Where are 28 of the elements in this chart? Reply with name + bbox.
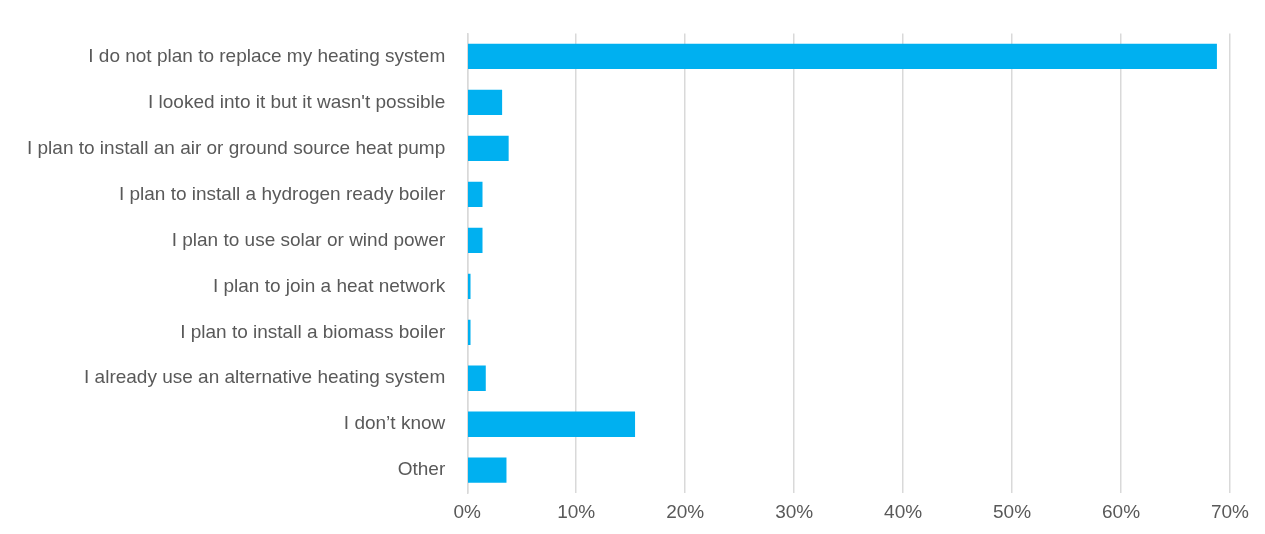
bar xyxy=(468,365,486,391)
y-tick-label: Other xyxy=(397,458,446,480)
y-tick-label: I plan to use solar or wind power xyxy=(171,228,446,250)
bar xyxy=(468,457,507,483)
y-tick-label: I do not plan to replace my heating system xyxy=(88,44,446,66)
x-tick-label: 20% xyxy=(666,500,705,522)
bar xyxy=(468,181,483,207)
y-tick-label: I already use an alternative heating system xyxy=(84,366,446,388)
bar xyxy=(468,89,503,116)
y-tick-label: I looked into it but it wasn't possible xyxy=(148,90,446,112)
x-tick-label: 10% xyxy=(557,500,596,522)
bar xyxy=(468,273,471,299)
bar xyxy=(468,411,636,437)
x-tick-label: 40% xyxy=(884,500,923,522)
y-tick-label: I don’t know xyxy=(343,412,446,434)
x-tick-label: 70% xyxy=(1210,500,1250,522)
bar xyxy=(468,319,471,345)
y-tick-label: I plan to install an air or ground source heat pump xyxy=(26,136,446,158)
x-tick-label: 50% xyxy=(993,500,1032,522)
x-tick-label: 0% xyxy=(453,500,482,522)
bar xyxy=(468,43,1217,70)
y-tick-label: I plan to install a hydrogen ready boiler xyxy=(118,182,446,204)
x-tick-label: 60% xyxy=(1102,500,1141,522)
y-tick-label: I plan to join a heat network xyxy=(212,274,446,296)
bar xyxy=(468,135,509,161)
bar xyxy=(468,227,483,253)
x-tick-label: 30% xyxy=(775,500,814,522)
y-tick-label: I plan to install a biomass boiler xyxy=(180,320,446,342)
